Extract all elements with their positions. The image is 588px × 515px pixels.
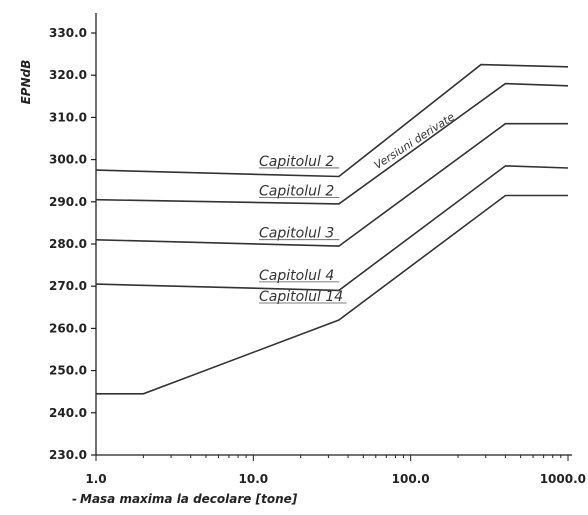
series-label: Capitolul 3 [259,226,334,242]
series-label: Capitolul 2 [259,154,334,170]
y-tick-label: 310.0 [49,110,87,124]
series-line [95,63,569,178]
y-tick-label: 250.0 [49,364,87,378]
y-tick-label: 240.0 [49,406,87,420]
series-line [95,122,568,247]
y-tick-label: 330.0 [49,26,87,40]
x-tick-label: 1.0 [85,472,106,486]
x-tick-label: 10.0 [239,472,269,486]
y-tick-label: 280.0 [49,237,87,251]
y-ticks: 230.0 240.0 250.0 260.0 270.0 280.0 290.0 300.0… [49,26,96,462]
series-label: Capitolul 14 [259,289,343,305]
series-label: Capitolul 4 [259,268,334,284]
y-tick-label: 270.0 [49,279,87,293]
x-tick-label: 1000.0 [540,472,586,486]
y-tick-label: 290.0 [49,195,87,209]
series-label: Capitolul 2 [259,183,334,199]
y-tick-label: 260.0 [49,321,87,335]
y-axis-label: EPNdB [19,60,33,105]
series-group [95,63,569,395]
x-ticks: 1.0 10.0 100.0 1000.0 [85,455,586,486]
axes [95,13,572,456]
x-tick-label: 100.0 [392,472,430,486]
x-axis-label-marker: - [72,492,77,506]
y-tick-label: 230.0 [49,448,87,462]
y-tick-label: 300.0 [49,153,87,167]
y-tick-label: 320.0 [49,68,87,82]
x-axis-label: Masa maxima la decolare [tone] [80,492,298,506]
series-line [96,194,568,395]
series-line [95,165,569,292]
series-line [95,82,569,205]
